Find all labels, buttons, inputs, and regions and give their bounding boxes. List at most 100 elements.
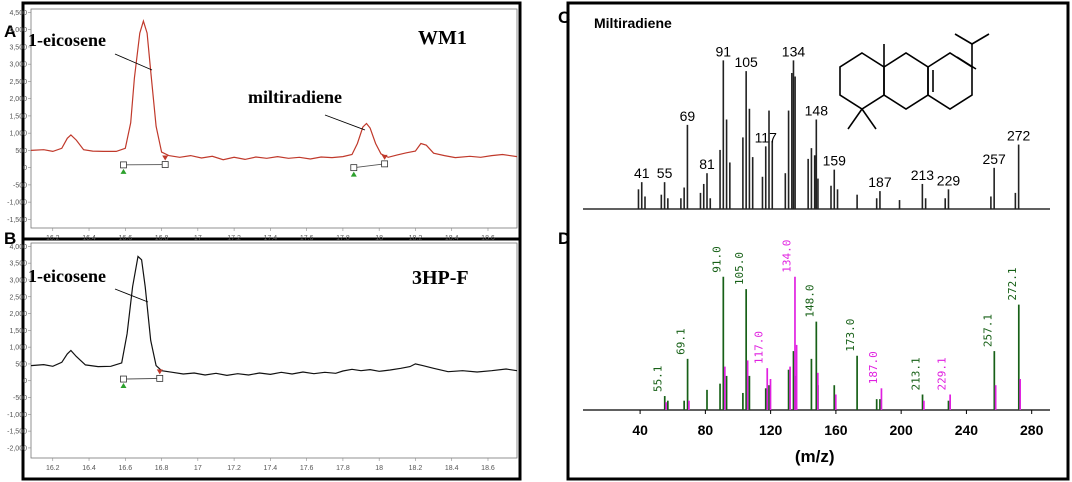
x-tick-label: 120 <box>759 422 783 438</box>
annotation-label: miltiradiene <box>248 87 342 107</box>
y-tick-label: 4,000 <box>9 27 27 34</box>
y-tick-label: -500 <box>13 182 27 189</box>
y-tick-label: 2,500 <box>9 294 27 301</box>
y-tick-label: 1,500 <box>9 328 27 335</box>
peak-mz-label: 148 <box>805 103 829 119</box>
y-tick-label: 4,000 <box>9 244 27 251</box>
peak-start-triangle <box>350 171 357 177</box>
panel-label-a: A <box>4 22 17 41</box>
x-tick-label: 18.4 <box>445 465 459 472</box>
peak-mz-label: 41 <box>634 165 650 181</box>
peak-start-marker <box>120 161 127 169</box>
peak-start-marker <box>120 375 127 383</box>
y-tick-label: -1,500 <box>7 429 27 436</box>
peak-value-label: 117.0 <box>753 331 766 364</box>
y-tick-label: 3,000 <box>9 277 27 284</box>
x-tick-label: 18.6 <box>481 465 495 472</box>
x-tick-label: 200 <box>889 422 913 438</box>
peak-end-triangle <box>156 369 163 375</box>
y-tick-label: 3,500 <box>9 261 27 268</box>
x-tick-label: 160 <box>824 422 848 438</box>
y-tick-label: 1,000 <box>9 345 27 352</box>
integration-baseline <box>123 377 160 380</box>
x-tick-label: 17.8 <box>336 465 350 472</box>
x-tick-label: 17.4 <box>264 235 278 242</box>
peak-end-triangle <box>162 155 169 161</box>
peak-value-label: 173.0 <box>844 319 857 352</box>
peak-value-label: 229.1 <box>936 357 949 390</box>
peak-value-label: 148.0 <box>803 285 816 318</box>
x-tick-label: 17.4 <box>264 465 278 472</box>
annotation-leader-line <box>114 288 149 303</box>
chart-title: Miltiradiene <box>594 15 672 31</box>
annotation-label: 1-eicosene <box>28 266 106 286</box>
peak-value-label: 69.1 <box>675 328 688 355</box>
peak-value-label: 134.0 <box>780 240 793 273</box>
peak-end-marker <box>156 374 164 382</box>
x-tick-label: 17 <box>194 465 202 472</box>
y-tick-label: -1,000 <box>7 412 27 419</box>
peak-mz-label: 55 <box>657 165 673 181</box>
x-tick-label: 18.6 <box>481 235 495 242</box>
x-tick-label: 16.2 <box>46 465 60 472</box>
x-tick-label: 80 <box>698 422 714 438</box>
peak-start-triangle <box>120 168 127 174</box>
x-tick-label: 16.2 <box>46 235 60 242</box>
chart-title: WM1 <box>418 27 467 49</box>
miltiradiene-structure <box>839 33 990 130</box>
peak-mz-label: 272 <box>1007 128 1031 144</box>
peak-mz-label: 81 <box>699 156 715 172</box>
chromatogram-trace <box>30 255 518 377</box>
x-tick-label: 17.6 <box>300 465 314 472</box>
y-tick-label: 2,500 <box>9 79 27 86</box>
integration-baseline <box>353 163 385 169</box>
x-tick-label: 16.4 <box>82 465 96 472</box>
annotation-leader-line <box>324 114 366 131</box>
x-tick-label: 16.6 <box>118 235 132 242</box>
peak-mz-label: 91 <box>716 43 732 59</box>
peak-value-label: 187.0 <box>867 351 880 384</box>
peak-value-label: 272.1 <box>1006 267 1019 300</box>
y-tick-label: -1,500 <box>7 217 27 224</box>
x-tick-label: 17 <box>194 235 202 242</box>
peak-mz-label: 69 <box>680 108 696 124</box>
annotation-leader-line <box>114 53 153 71</box>
chart-title: 3HP-F <box>412 267 469 289</box>
y-tick-label: 500 <box>15 361 27 368</box>
y-tick-label: 0 <box>23 378 27 385</box>
y-tick-label: -2,000 <box>7 445 27 452</box>
peak-mz-label: 134 <box>782 43 806 59</box>
y-tick-label: 2,000 <box>9 96 27 103</box>
peak-start-marker <box>350 164 358 172</box>
x-axis-label: (m/z) <box>795 447 835 466</box>
peak-mz-label: 117 <box>755 129 778 145</box>
peak-mz-label: 257 <box>982 151 1006 167</box>
peak-mz-label: 187 <box>868 174 892 190</box>
plot-area-b <box>30 242 518 459</box>
y-tick-label: -1,000 <box>7 200 27 207</box>
x-tick-label: 18.2 <box>409 235 423 242</box>
peak-mz-label: 229 <box>937 172 961 188</box>
y-tick-label: 3,500 <box>9 44 27 51</box>
y-tick-label: 0 <box>23 165 27 172</box>
y-tick-label: 4,500 <box>9 10 27 17</box>
y-tick-label: 2,000 <box>9 311 27 318</box>
x-tick-label: 16.8 <box>155 235 169 242</box>
y-tick-label: 1,500 <box>9 113 27 120</box>
peak-value-label: 91.0 <box>710 246 723 273</box>
peak-end-triangle <box>381 154 388 160</box>
x-tick-label: 17.2 <box>227 465 241 472</box>
peak-value-label: 213.1 <box>910 357 923 390</box>
x-tick-label: 18.4 <box>445 235 459 242</box>
y-tick-label: -500 <box>13 395 27 402</box>
y-tick-label: 500 <box>15 148 27 155</box>
chromatogram-trace <box>30 19 518 161</box>
x-tick-label: 17.8 <box>336 235 350 242</box>
peak-value-label: 105.0 <box>733 252 746 285</box>
x-tick-label: 17.6 <box>300 235 314 242</box>
frame-b <box>21 237 522 481</box>
peak-value-label: 257.1 <box>981 314 994 347</box>
panel-label-b: B <box>4 229 17 248</box>
annotation-label: 1-eicosene <box>28 30 106 50</box>
